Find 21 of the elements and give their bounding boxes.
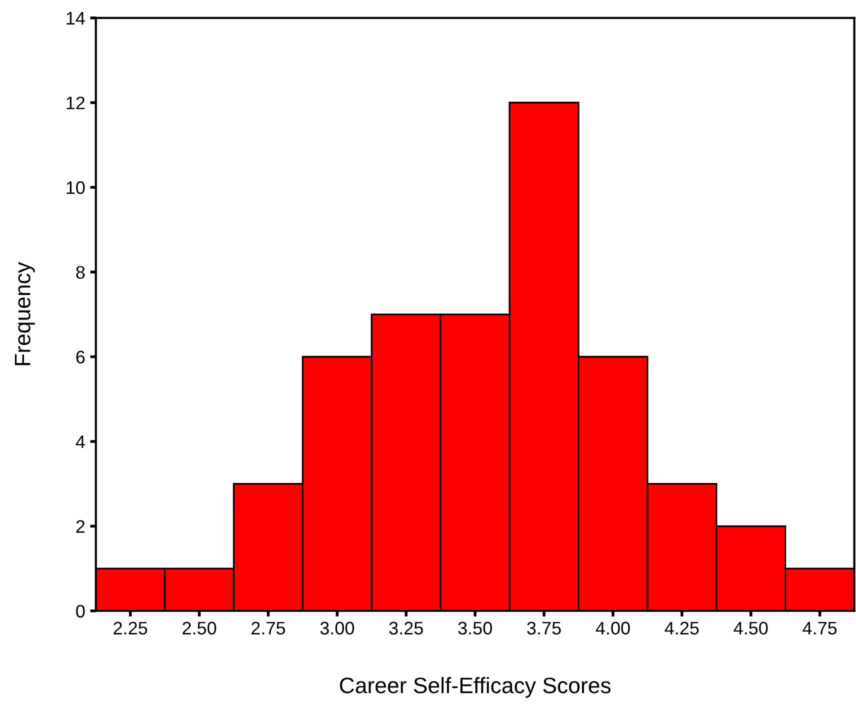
y-tick-label: 6 <box>76 350 85 364</box>
x-tick-label: 3.25 <box>389 622 423 635</box>
x-tick-label: 3.00 <box>320 622 354 635</box>
x-tick-label: 2.25 <box>114 622 148 635</box>
x-axis-title: Career Self-Efficacy Scores <box>340 677 611 698</box>
x-tick-label: 4.25 <box>664 622 699 635</box>
y-tick-label: 12 <box>66 96 85 110</box>
y-tick-label: 0 <box>76 604 85 618</box>
x-tick-label: 4.50 <box>734 622 768 635</box>
x-tick-label: 2.75 <box>252 622 286 635</box>
y-tick-label: 4 <box>76 436 85 448</box>
y-tick-label: 8 <box>76 266 85 279</box>
y-axis-title: Frequency <box>14 262 35 366</box>
y-tick-label: 10 <box>66 181 85 194</box>
y-tick-label: 2 <box>76 520 85 533</box>
x-tick-label: 3.75 <box>527 622 561 635</box>
x-tick-label: 4.75 <box>802 622 837 635</box>
x-tick-label: 4.00 <box>596 622 630 635</box>
y-tick-label: 14 <box>66 12 85 24</box>
x-tick-label: 3.50 <box>458 622 492 635</box>
x-tick-label: 2.50 <box>182 622 216 635</box>
